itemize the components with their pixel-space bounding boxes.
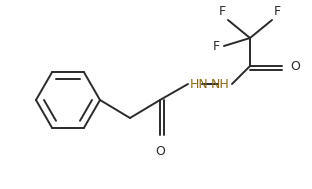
Text: NH: NH (211, 77, 230, 91)
Text: F: F (274, 5, 281, 18)
Text: O: O (155, 145, 165, 158)
Text: F: F (219, 5, 226, 18)
Text: F: F (213, 40, 220, 53)
Text: O: O (290, 60, 300, 73)
Text: HN: HN (190, 77, 209, 91)
